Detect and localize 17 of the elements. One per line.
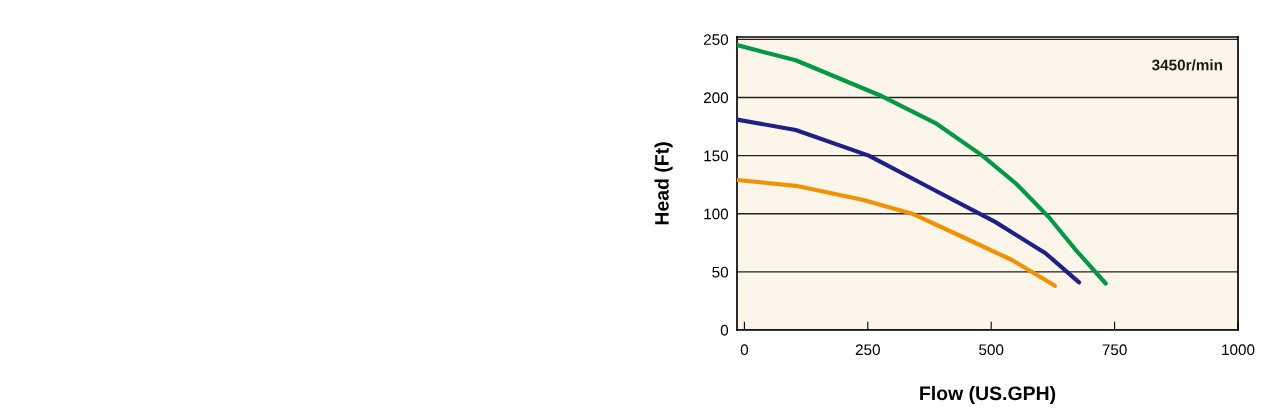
y-tick-label: 50 — [712, 266, 729, 278]
x-tick-label: 250 — [855, 344, 880, 356]
line-series — [737, 177, 1057, 288]
y-tick-label: 0 — [720, 324, 729, 336]
y-tick-label: 150 — [704, 150, 729, 162]
line-series — [737, 43, 1108, 286]
y-tick-label: 250 — [703, 34, 729, 46]
annotation: 3450r/min — [1151, 59, 1223, 71]
y-tick-label: 100 — [704, 208, 729, 220]
line-series — [737, 117, 1082, 285]
y-tick-label: 200 — [703, 92, 729, 104]
x-tick-label: 500 — [979, 344, 1004, 356]
x-axis-title: Flow (US.GPH) — [920, 385, 1056, 405]
y-axis-title: Head (Ft) — [654, 142, 673, 225]
x-tick-label: 750 — [1102, 344, 1127, 356]
x-tick-label: 1000 — [1222, 344, 1255, 356]
x-tick-label: 0 — [740, 344, 749, 356]
